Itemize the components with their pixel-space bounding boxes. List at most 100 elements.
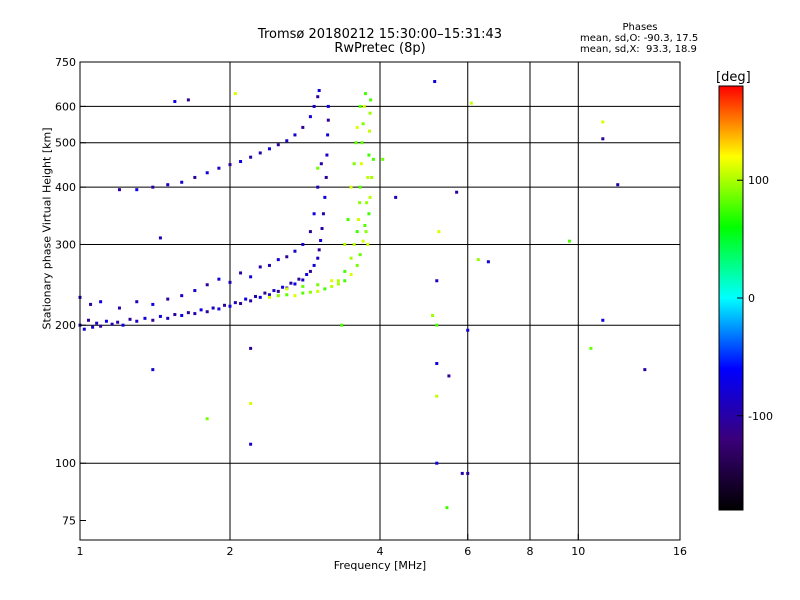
data-point	[293, 282, 297, 286]
data-point	[249, 275, 253, 279]
data-point	[364, 230, 368, 234]
x-tick-label: 2	[227, 545, 234, 558]
data-point	[325, 153, 329, 157]
data-point	[285, 293, 289, 297]
data-point	[95, 321, 99, 325]
data-point	[362, 104, 366, 108]
data-point	[317, 248, 321, 252]
data-point	[281, 285, 285, 289]
data-point	[369, 98, 373, 102]
data-point	[151, 185, 155, 189]
data-point	[601, 318, 605, 322]
data-point	[211, 306, 215, 310]
data-point	[435, 461, 439, 465]
data-point	[323, 195, 327, 199]
data-point	[316, 283, 320, 287]
data-point	[244, 297, 248, 301]
colorbar-tick-label: 100	[748, 174, 769, 187]
data-point	[343, 269, 347, 273]
data-point	[151, 302, 155, 306]
data-point	[358, 104, 362, 108]
data-point	[358, 253, 362, 257]
data-point	[589, 346, 593, 350]
data-point	[308, 290, 312, 294]
data-point	[324, 175, 328, 179]
data-point	[199, 308, 203, 312]
data-point	[308, 115, 312, 119]
data-point	[276, 294, 280, 298]
data-point	[486, 260, 490, 264]
data-point	[228, 304, 232, 308]
data-point	[358, 201, 362, 205]
data-point	[355, 263, 359, 267]
y-ticks: 75 100 200 300 400 500 600 750	[55, 56, 86, 527]
data-point	[336, 282, 340, 286]
data-point	[316, 95, 320, 99]
data-point	[276, 258, 280, 262]
data-point	[285, 139, 289, 143]
data-point	[326, 118, 330, 122]
data-point	[217, 307, 221, 311]
data-point	[285, 287, 289, 291]
data-point	[263, 291, 267, 295]
data-point	[205, 171, 209, 175]
data-point	[297, 277, 301, 281]
data-point	[99, 324, 103, 328]
data-point	[365, 201, 369, 205]
data-point	[366, 175, 370, 179]
data-point	[253, 294, 257, 298]
x-tick-label: 8	[527, 545, 534, 558]
data-point	[340, 323, 344, 327]
data-point	[312, 104, 316, 108]
data-point	[320, 227, 324, 231]
data-point	[276, 289, 280, 293]
data-point	[352, 242, 356, 246]
data-point	[217, 277, 221, 281]
x-tick-label: 4	[377, 545, 384, 558]
data-point	[601, 137, 605, 141]
data-point	[301, 291, 305, 295]
colorbar-ticks: 100 0 -100	[737, 174, 773, 423]
data-point	[104, 319, 108, 323]
y-tick-label: 300	[55, 238, 76, 251]
data-point	[91, 325, 95, 329]
data-point	[258, 295, 262, 299]
data-point	[316, 185, 320, 189]
data-point	[363, 223, 367, 227]
data-point	[349, 272, 353, 276]
data-points	[78, 80, 647, 510]
data-point	[301, 284, 305, 288]
data-point	[363, 92, 367, 96]
data-point	[312, 212, 316, 216]
data-point	[367, 129, 371, 133]
data-point	[601, 120, 605, 124]
data-point	[135, 188, 139, 192]
data-point	[151, 368, 155, 372]
data-point	[326, 133, 330, 137]
data-point	[186, 311, 190, 315]
data-point	[193, 289, 197, 293]
x-tick-label: 6	[464, 545, 471, 558]
data-point	[158, 314, 162, 318]
data-point	[356, 218, 360, 222]
data-point	[435, 361, 439, 365]
data-point	[469, 101, 473, 105]
data-point	[267, 293, 271, 297]
data-point	[354, 141, 358, 145]
data-point	[117, 188, 121, 192]
data-point	[143, 316, 147, 320]
data-point	[301, 125, 305, 129]
data-point	[316, 256, 320, 260]
data-point	[267, 295, 271, 299]
data-point	[233, 301, 237, 305]
data-point	[330, 284, 334, 288]
data-point	[460, 471, 464, 475]
data-point	[343, 279, 347, 283]
data-point	[205, 417, 209, 421]
data-point	[121, 323, 125, 327]
data-point	[359, 162, 363, 166]
data-point	[285, 255, 289, 259]
x-tick-label: 16	[673, 545, 687, 558]
data-point	[233, 92, 237, 96]
data-point	[193, 175, 197, 179]
